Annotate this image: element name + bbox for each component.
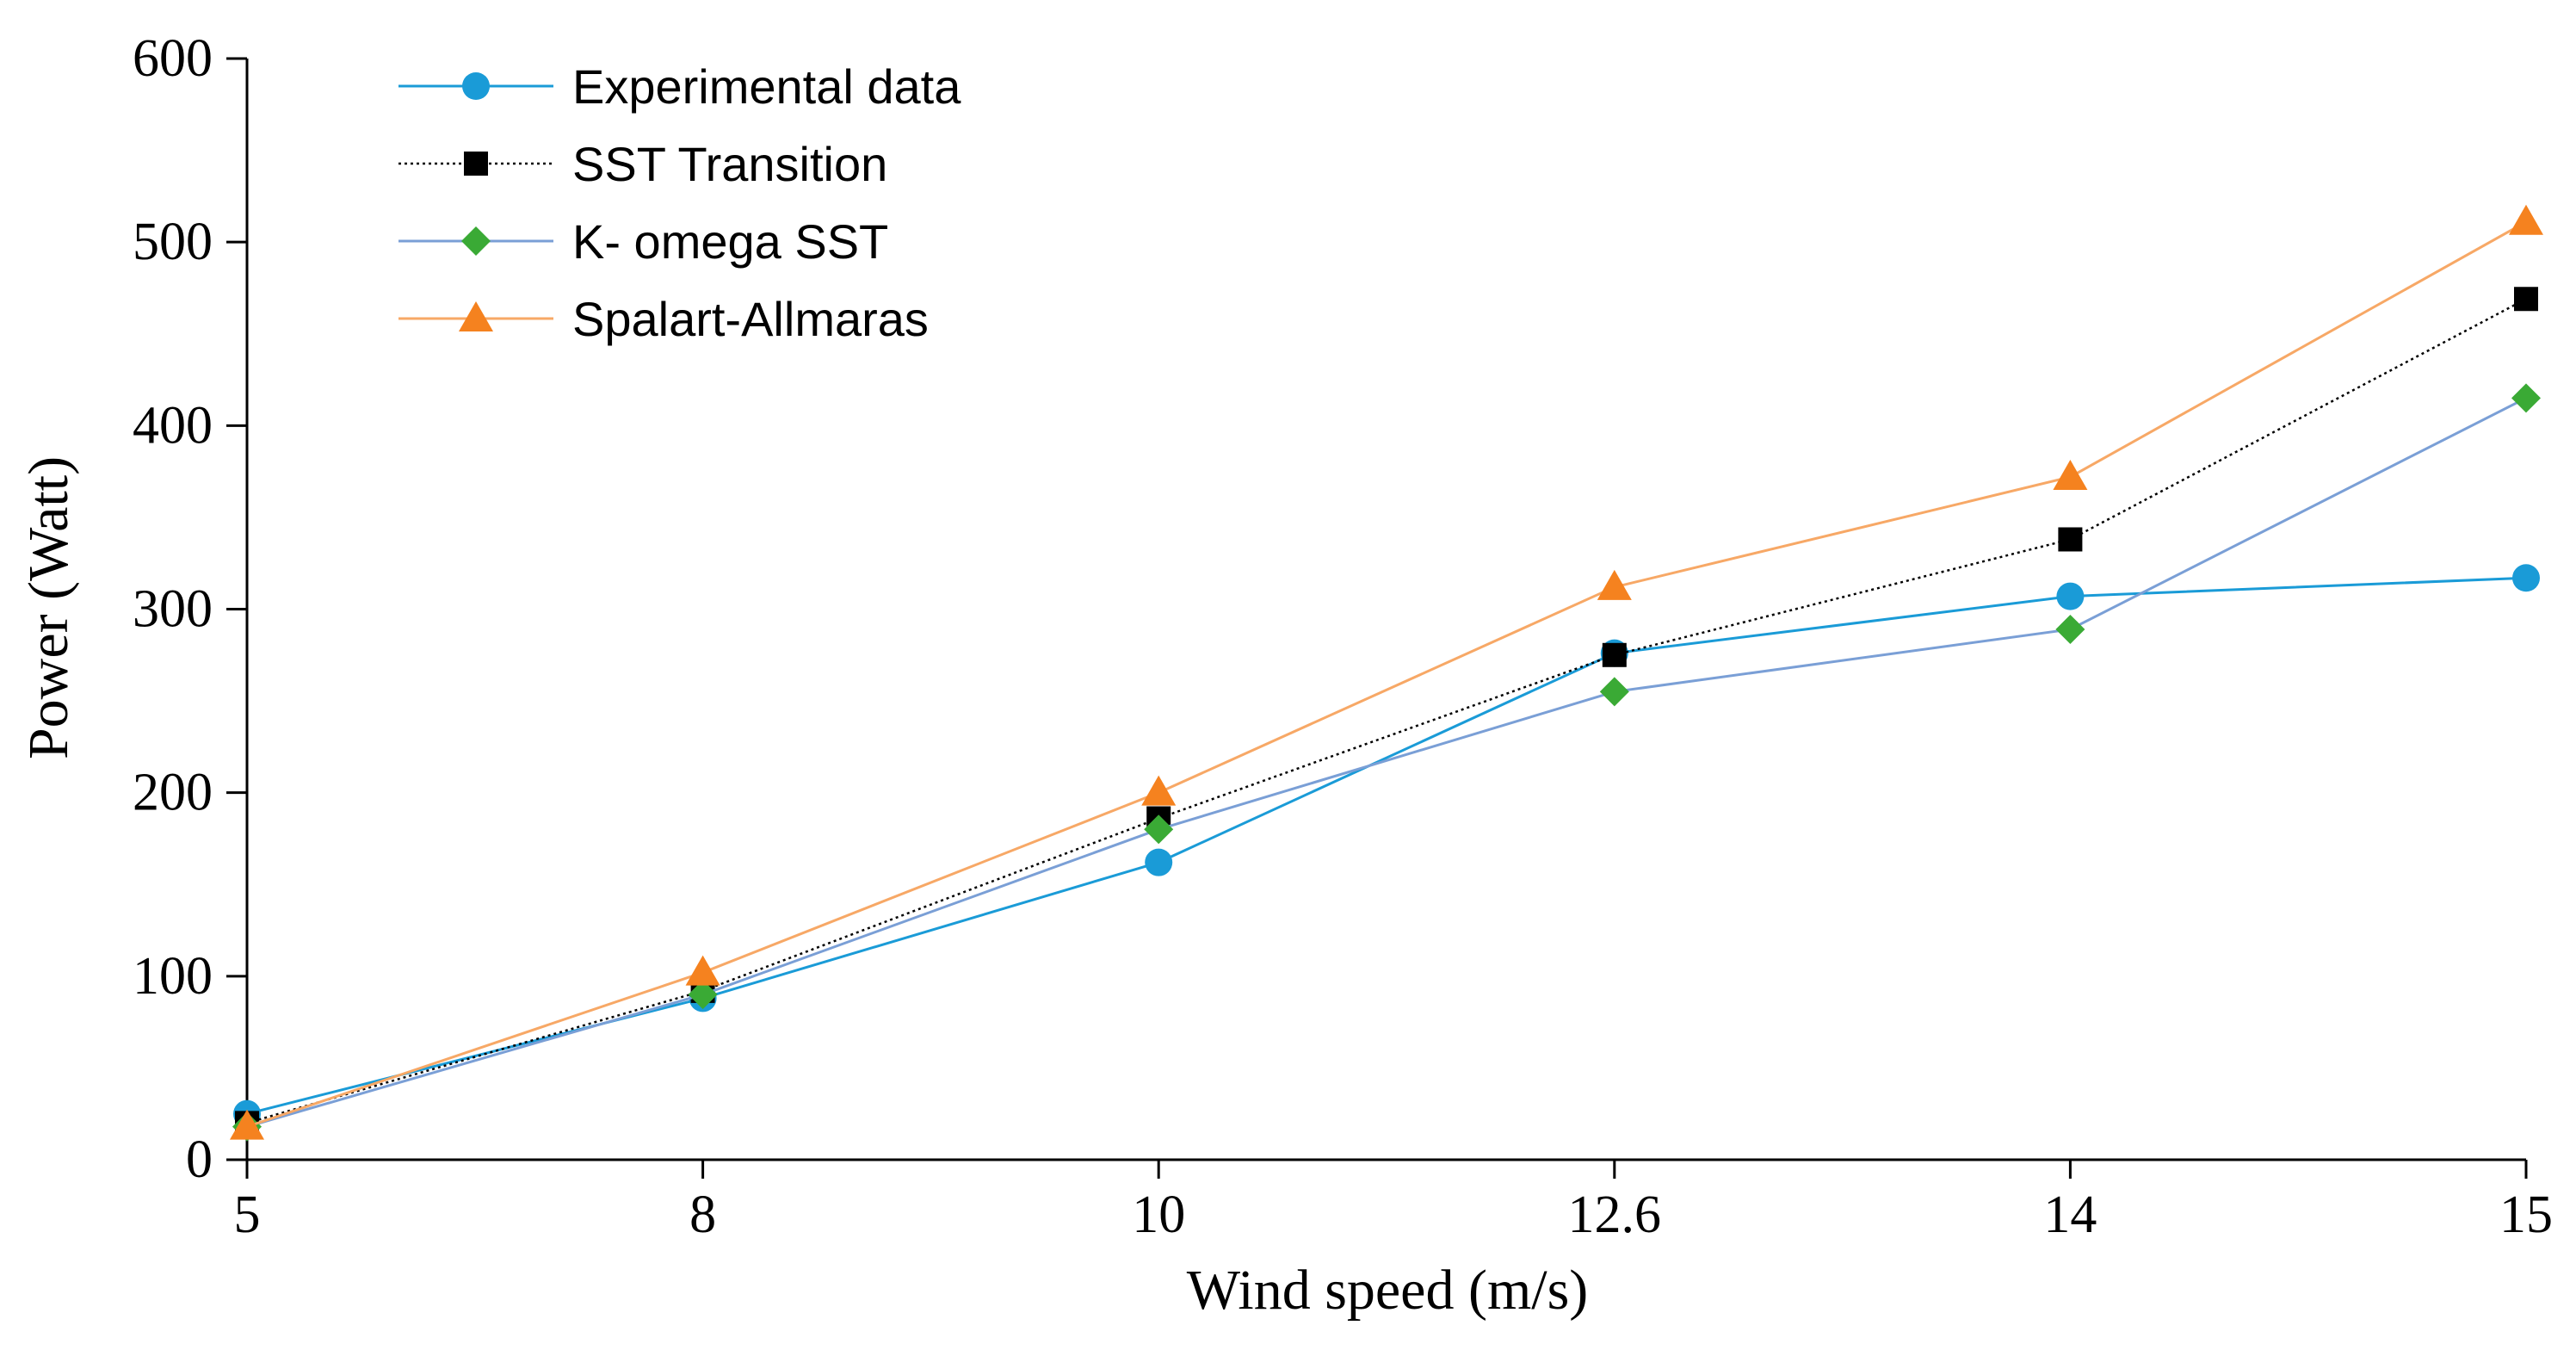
data-point-spalart-allmaras: [2053, 460, 2088, 491]
x-tick-label: 14: [2043, 1186, 2097, 1244]
x-tick-label: 8: [689, 1186, 716, 1244]
data-point-experimental-data: [1145, 848, 1173, 876]
y-axis-title: Power (Watt): [17, 456, 80, 759]
series-sst-transition: [235, 287, 2538, 1136]
x-tick-label: 10: [1132, 1186, 1185, 1244]
x-tick-label: 15: [2499, 1186, 2553, 1244]
legend-marker-experimental-data: [462, 72, 490, 100]
legend-label-experimental-data: Experimental data: [572, 59, 961, 114]
legend-marker-spalart-allmaras: [459, 301, 493, 331]
legend-item-sst-transition: SST Transition: [398, 137, 887, 191]
series-line-experimental-data: [246, 576, 2527, 1116]
legend-label-spalart-allmaras: Spalart-Allmaras: [572, 292, 929, 346]
legend-item-experimental-data: Experimental data: [398, 59, 961, 114]
series-line-k-omega-sst: [246, 397, 2527, 1129]
x-axis-title: Wind speed (m/s): [1187, 1259, 1589, 1322]
legend: Experimental data SST Transition K- omega …: [398, 59, 961, 346]
data-point-spalart-allmaras: [1141, 775, 1177, 806]
data-point-k-omega-sst: [1599, 677, 1629, 707]
data-point-sst-transition: [2514, 287, 2538, 312]
series-line-spalart-allmaras: [246, 220, 2527, 1129]
legend-label-sst-transition: SST Transition: [572, 137, 887, 191]
data-point-k-omega-sst: [2511, 383, 2541, 413]
legend-item-spalart-allmaras: Spalart-Allmaras: [398, 292, 929, 346]
y-tick-label: 200: [133, 764, 213, 822]
y-tick-label: 600: [133, 29, 213, 88]
y-tick-label: 100: [133, 947, 213, 1006]
data-point-spalart-allmaras: [2509, 204, 2543, 235]
y-tick-label: 400: [133, 396, 213, 455]
data-point-sst-transition: [2058, 527, 2083, 552]
data-point-spalart-allmaras: [1597, 569, 1632, 600]
data-point-spalart-allmaras: [685, 955, 720, 986]
legend-label-k-omega-sst: K- omega SST: [572, 214, 888, 269]
x-tick-label: 5: [234, 1186, 261, 1244]
data-point-k-omega-sst: [2055, 614, 2085, 644]
data-point-spalart-allmaras: [230, 1109, 264, 1140]
y-tick-label: 500: [133, 213, 213, 271]
data-point-sst-transition: [1602, 642, 1627, 667]
series-spalart-allmaras: [230, 204, 2543, 1140]
data-point-experimental-data: [2512, 564, 2540, 592]
series-layer: [230, 204, 2543, 1142]
data-point-experimental-data: [2056, 582, 2085, 610]
x-ticks: 5 8 10 12.6 14 15: [234, 1160, 2553, 1244]
y-ticks: 0 100 200 300 400 500 600: [133, 29, 247, 1189]
legend-item-k-omega-sst: K- omega SST: [398, 214, 888, 269]
x-tick-label: 12.6: [1568, 1186, 1662, 1244]
y-tick-label: 0: [186, 1130, 213, 1189]
data-point-k-omega-sst: [1144, 814, 1174, 845]
series-experimental-data: [233, 564, 2540, 1128]
y-tick-label: 300: [133, 580, 213, 639]
series-line-sst-transition: [246, 298, 2527, 1124]
legend-marker-k-omega-sst: [461, 226, 491, 256]
data-point-k-omega-sst: [688, 980, 718, 1010]
legend-marker-sst-transition: [464, 152, 488, 176]
